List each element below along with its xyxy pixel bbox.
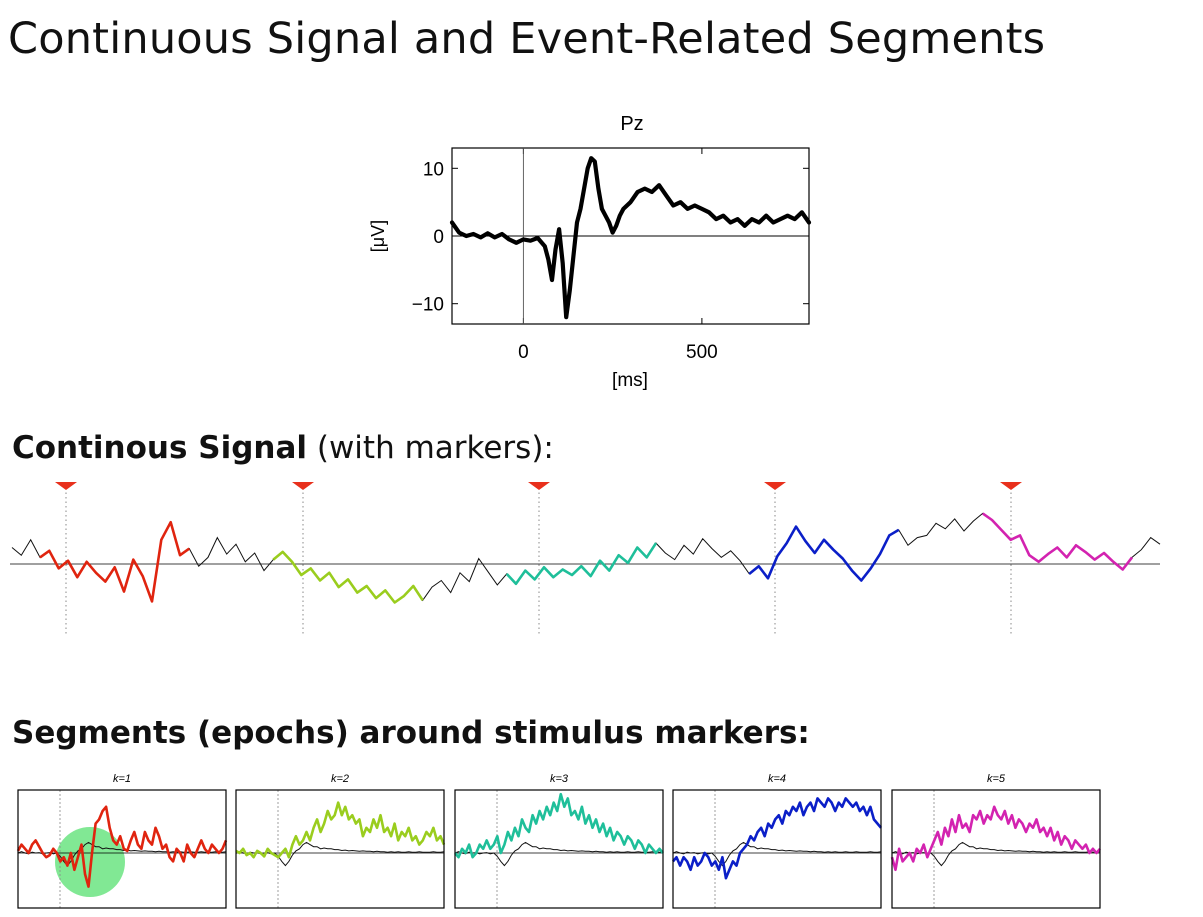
epoch-segment-2 <box>272 550 424 604</box>
epoch-panel-label: k=1 <box>113 773 131 785</box>
epoch-average-trace <box>235 841 445 867</box>
erp-ticks: −10 0 10 0 500 <box>412 148 809 363</box>
continuous-traces <box>11 512 1161 604</box>
epoch-panel-label: k=3 <box>550 773 569 785</box>
epoch-average-trace <box>672 841 882 867</box>
epoch-panel-frame <box>454 789 664 909</box>
epoch-panel-1: k=1 <box>16 773 228 909</box>
epoch-segment-trace <box>672 797 882 880</box>
stimulus-markers <box>55 482 1022 636</box>
erp-y-tick-label: 10 <box>423 159 444 180</box>
epoch-panel-frame <box>672 789 882 909</box>
slide-title: Continuous Signal and Event-Related Segm… <box>8 14 1046 64</box>
epoch-panel-label: k=2 <box>331 773 349 785</box>
epoch-panel-label: k=4 <box>768 773 786 785</box>
stimulus-marker-triangle <box>55 482 77 490</box>
erp-x-axis-label: [ms] <box>612 370 648 391</box>
epoch-panel-2: k=2 <box>235 773 446 909</box>
epoch-segment-trace <box>235 801 446 859</box>
epoch-segment-trace <box>890 805 1101 872</box>
epoch-segment-4 <box>748 525 900 582</box>
erp-chart-title: Pz <box>620 113 643 135</box>
epoch-segment-1 <box>39 520 191 603</box>
epoch-panel-frame <box>891 789 1101 909</box>
erp-y-tick-label: −10 <box>412 295 444 316</box>
continuous-heading-bold: Continous Signal <box>12 430 307 466</box>
epoch-segment-3 <box>505 542 658 586</box>
segments-heading: Segments (epochs) around stimulus marker… <box>12 715 810 751</box>
erp-x-tick-label: 500 <box>686 342 718 363</box>
epoch-average-trace <box>454 841 664 867</box>
epoch-panel-5: k=5 <box>890 773 1101 909</box>
continuous-heading-rest: (with markers): <box>307 430 554 466</box>
continuous-signal-chart <box>10 482 1161 636</box>
erp-y-tick-label: 0 <box>433 227 444 248</box>
epoch-segment-trace <box>16 805 228 888</box>
erp-chart: Pz [μV] [ms] −10 0 10 0 500 <box>368 113 812 391</box>
stimulus-marker-triangle <box>764 482 786 490</box>
continuous-signal-heading: Continous Signal (with markers): <box>12 430 554 466</box>
erp-y-axis-label: [μV] <box>368 220 388 252</box>
epoch-panel-label: k=5 <box>987 773 1006 785</box>
segments-heading-text: Segments (epochs) around stimulus marker… <box>12 715 810 751</box>
epoch-segment-trace <box>454 792 664 859</box>
continuous-trace <box>11 512 1161 604</box>
erp-series-line <box>449 156 812 320</box>
epoch-panel-4: k=4 <box>672 773 882 909</box>
stimulus-marker-triangle <box>292 482 314 490</box>
epoch-panel-frame <box>235 789 445 909</box>
epoch-panel-frame <box>17 789 227 909</box>
epoch-panels: k=1 k=2 k=3 k=4 k=5 <box>16 773 1101 909</box>
stimulus-marker-triangle <box>1000 482 1022 490</box>
stimulus-marker-triangle <box>528 482 550 490</box>
erp-x-tick-label: 0 <box>518 342 529 363</box>
epoch-segment-5 <box>981 512 1134 571</box>
epoch-panel-3: k=3 <box>454 773 664 909</box>
